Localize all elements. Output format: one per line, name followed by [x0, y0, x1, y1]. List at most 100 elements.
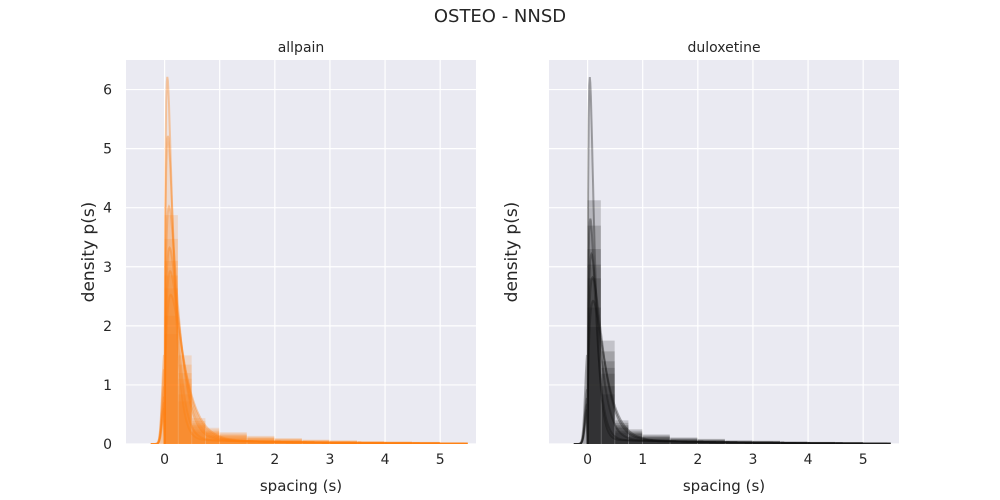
histogram-bar [863, 443, 891, 444]
histogram-bar [274, 440, 302, 444]
histogram-bar [808, 442, 836, 444]
histogram-bar [587, 225, 601, 444]
kde-curve [573, 77, 891, 444]
histogram-bar [274, 441, 302, 444]
histogram-bar [587, 278, 601, 444]
histogram-bar [725, 441, 753, 444]
histogram-bar [178, 378, 192, 444]
histogram-bar [302, 441, 330, 444]
histogram-bar [628, 433, 643, 444]
histogram-bar [302, 440, 330, 444]
histogram-bar [247, 436, 275, 444]
histogram-bar [164, 334, 178, 444]
histogram-bar [440, 443, 468, 444]
kde-curve [573, 218, 891, 444]
histogram-bar [670, 439, 698, 444]
x-tick-label: 0 [160, 452, 169, 468]
histogram-bar [808, 442, 836, 444]
histogram-bar [808, 442, 836, 444]
histogram-bar [385, 442, 413, 444]
histogram-bar [835, 442, 863, 444]
histogram-bar [670, 437, 698, 444]
histogram-bar [615, 430, 629, 444]
histogram-bar [192, 423, 206, 444]
histogram-bar [615, 432, 629, 444]
histogram-bar [329, 442, 357, 444]
histogram-bar [587, 200, 601, 444]
y-tick-label: 6 [103, 83, 112, 99]
histogram-bar [164, 238, 178, 444]
histogram-bar [601, 351, 615, 444]
histogram-bar [670, 438, 698, 444]
histogram-bar [412, 442, 440, 444]
histogram-bar [329, 441, 357, 444]
histogram-bar [697, 440, 725, 444]
histogram-bar [587, 307, 601, 444]
histogram-bar [725, 441, 753, 444]
histogram-bar [178, 394, 192, 444]
histogram-bar [357, 441, 385, 444]
histogram-bar [412, 442, 440, 444]
kde-fill [573, 277, 891, 444]
kde-fill [150, 206, 468, 444]
histogram-bar [178, 355, 192, 444]
x-tick-label: 4 [381, 452, 390, 468]
histogram-bar [642, 434, 670, 444]
histogram-bar [601, 340, 615, 444]
histogram-bar [219, 432, 247, 444]
histogram-bar [205, 436, 220, 444]
histogram-bar [752, 441, 780, 444]
histogram-bar [164, 260, 178, 444]
histogram-bar [587, 264, 601, 444]
plot-background [126, 60, 476, 444]
histogram-bar [440, 443, 468, 444]
histogram-bar [192, 424, 206, 444]
histogram-bar [274, 439, 302, 444]
x-axis-label: spacing (s) [683, 477, 765, 495]
histogram-bar [863, 443, 891, 444]
histogram-bar [274, 439, 302, 444]
histogram-bar [219, 435, 247, 444]
histogram-bar [329, 440, 357, 444]
x-tick-label: 1 [638, 452, 647, 468]
histogram-bar [219, 433, 247, 444]
histogram-bar [329, 440, 357, 444]
histogram-bar [863, 443, 891, 444]
histogram-bar [205, 431, 220, 444]
kde-curve [150, 246, 468, 444]
histogram-bar [302, 440, 330, 444]
x-tick-label: 2 [270, 452, 279, 468]
histogram-bar [164, 215, 178, 444]
histogram-bar [302, 439, 330, 444]
kde-fill [150, 271, 468, 444]
plot-background [549, 60, 899, 444]
y-tick-label: 3 [103, 260, 112, 276]
histogram-bar [412, 442, 440, 444]
histogram-bar [247, 438, 275, 444]
histogram-bar [192, 418, 206, 444]
histogram-bar [752, 442, 780, 444]
figure-title: OSTEO - NNSD [433, 6, 567, 27]
y-axis-label: density p(s) [502, 202, 522, 303]
kde-curve [150, 135, 468, 444]
kde-curve [150, 293, 468, 444]
histogram-bar [725, 440, 753, 444]
x-tick-label: 3 [325, 452, 334, 468]
histogram-bar [601, 394, 615, 444]
histogram-bar [329, 441, 357, 444]
x-tick-label: 0 [583, 452, 592, 468]
histogram-bar [247, 435, 275, 444]
kde-curve [150, 76, 468, 444]
histogram-bar [205, 434, 220, 444]
y-tick-label: 5 [103, 142, 112, 158]
histogram-bar [835, 442, 863, 444]
histogram-bar [192, 429, 206, 444]
histogram-bar [808, 441, 836, 444]
histogram-bar [725, 442, 753, 444]
histogram-bar [835, 442, 863, 444]
panel-title: allpain [278, 40, 325, 56]
histogram-bar [697, 441, 725, 444]
histogram-bar [642, 439, 670, 444]
y-tick-label: 2 [103, 319, 112, 335]
histogram-bar [835, 442, 863, 444]
